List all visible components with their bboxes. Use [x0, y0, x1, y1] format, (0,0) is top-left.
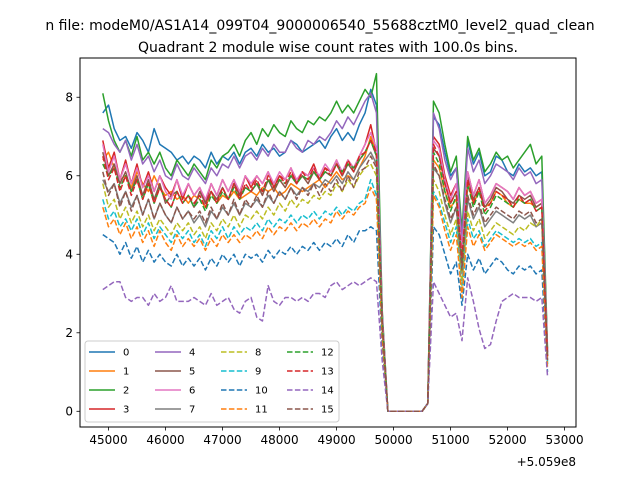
legend-label-3: 3 [123, 405, 129, 416]
legend-label-4: 4 [189, 348, 195, 359]
x-tick-label: 52000 [488, 433, 526, 447]
x-tick-label: 46000 [146, 433, 184, 447]
legend-label-11: 11 [255, 405, 268, 416]
legend-label-14: 14 [321, 386, 334, 397]
series-line-14 [102, 277, 549, 413]
legend-label-2: 2 [123, 386, 129, 397]
x-tick-label: 47000 [203, 433, 241, 447]
y-tick-label: 6 [65, 169, 73, 183]
series-line-2 [102, 72, 549, 413]
series-layer [102, 72, 549, 413]
series-line-11 [102, 186, 549, 413]
series-line-10 [102, 226, 549, 413]
legend-label-0: 0 [123, 348, 129, 359]
x-axis: 45000 46000 47000 48000 49000 50000 51000 52000… [89, 427, 584, 447]
series-line-13 [102, 139, 549, 413]
x-offset-label: +5.059e8 [517, 455, 576, 469]
legend-label-15: 15 [321, 405, 334, 416]
legend-label-1: 1 [123, 367, 129, 378]
x-tick-label: 45000 [89, 433, 127, 447]
series-line-15 [102, 155, 549, 413]
legend-label-13: 13 [321, 367, 334, 378]
series-line-4 [102, 92, 549, 413]
chart-title: Quadrant 2 module wise count rates with … [138, 40, 518, 56]
series-line-6 [102, 131, 549, 413]
chart-suptitle: n file: modeM0/AS1A14_099T04_9000006540_… [45, 18, 594, 34]
legend-label-8: 8 [255, 348, 261, 359]
series-line-9 [102, 178, 549, 413]
y-tick-label: 4 [65, 248, 73, 262]
y-tick-label: 8 [65, 91, 73, 105]
legend-label-9: 9 [255, 367, 261, 378]
legend-label-6: 6 [189, 386, 195, 397]
legend-label-12: 12 [321, 348, 334, 359]
y-tick-label: 2 [65, 326, 73, 340]
x-tick-label: 50000 [374, 433, 412, 447]
x-tick-label: 51000 [431, 433, 469, 447]
y-axis: 0 2 4 6 8 [65, 91, 80, 419]
legend-label-5: 5 [189, 367, 195, 378]
y-tick-label: 0 [65, 405, 73, 419]
x-tick-label: 53000 [546, 433, 584, 447]
legend-label-7: 7 [189, 405, 195, 416]
plot-frame [79, 57, 577, 428]
x-tick-label: 48000 [260, 433, 298, 447]
legend-box [84, 340, 340, 423]
series-line-8 [102, 163, 549, 413]
legend-label-10: 10 [255, 386, 268, 397]
x-tick-label: 49000 [317, 433, 355, 447]
